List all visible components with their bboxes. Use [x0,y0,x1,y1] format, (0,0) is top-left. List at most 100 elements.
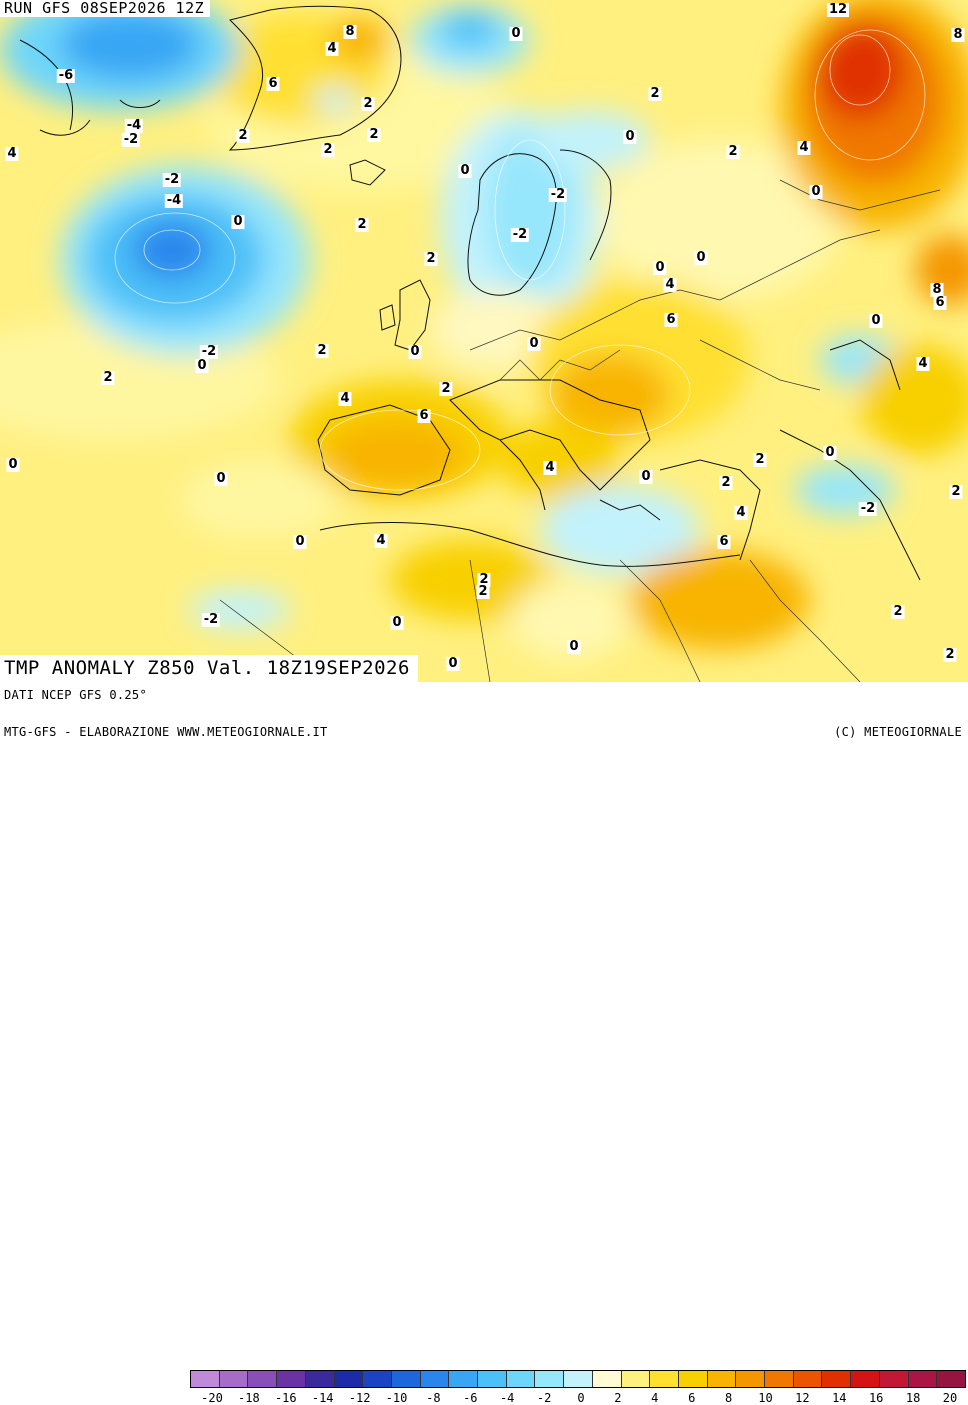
legend-panel: DATI NCEP GFS 0.25° -20 -18 -16 -14 -12 -10 -8… [0,682,968,1405]
color-scale-swatch [449,1371,479,1387]
color-scale-tick-label: -18 [238,1391,260,1405]
contour-label: 4 [543,460,557,475]
contour-label: 2 [355,217,369,232]
contour-label: -2 [510,227,530,242]
color-scale-swatch [793,1371,823,1387]
coastlines [19,5,921,581]
color-scale-swatch [822,1371,852,1387]
color-scale-tick-label: -8 [426,1391,441,1405]
color-scale-swatch [707,1371,737,1387]
credit-text: MTG-GFS - ELABORAZIONE WWW.METEOGIORNALE… [4,725,328,739]
contour-label: 0 [639,469,653,484]
contour-label: 6 [417,408,431,423]
color-scale-swatch [191,1371,220,1387]
contour-label: 2 [943,647,957,662]
color-scale-tick-label: -12 [348,1391,371,1405]
contour-label: -2 [121,132,141,147]
color-scale-tick-label: -6 [463,1391,478,1405]
color-scale-swatch [851,1371,880,1387]
contour-label: -2 [199,344,219,359]
contour-label: -6 [56,68,76,83]
color-scale-swatch [363,1371,392,1387]
contour-label: 2 [439,381,453,396]
contour-label: 0 [653,260,667,275]
contour-label: 8 [930,282,944,297]
color-scale-swatch [334,1371,364,1387]
contour-label: -2 [162,172,182,187]
contour-label: 0 [195,358,209,373]
color-scale-tick-label: 6 [688,1391,696,1405]
contour-label: 4 [663,277,677,292]
contour-label: 0 [623,129,637,144]
contour-label: -2 [548,187,568,202]
contour-label: 4 [338,391,352,406]
contour-label: 8 [951,27,965,42]
contour-label: 4 [916,356,930,371]
color-scale-tick-label: -4 [499,1391,515,1405]
contour-label: 2 [315,343,329,358]
color-scale-swatch [650,1371,679,1387]
contour-label: 2 [891,604,905,619]
color-scale-swatch [248,1371,278,1387]
contour-label: 4 [325,41,339,56]
color-scale-tick-label: -14 [311,1391,334,1405]
contour-label: -4 [124,118,144,133]
color-scale-swatch [621,1371,651,1387]
color-scale-swatch [305,1371,335,1387]
contour-label: -4 [164,193,184,208]
contour-label: 12 [826,2,850,17]
color-scale-tick-label: 12 [795,1391,810,1405]
contour-label: 0 [567,639,581,654]
color-scale-swatch [219,1371,249,1387]
contour-label: 0 [408,344,422,359]
contour-label: 0 [527,336,541,351]
contour-label: 2 [101,370,115,385]
contour-label: 2 [753,452,767,467]
contour-label: 6 [933,295,947,310]
contour-label: 2 [321,142,335,157]
color-scale-tick-label: 14 [832,1391,847,1405]
contour-label: 0 [458,163,472,178]
contour-label: 0 [694,250,708,265]
contour-label: 0 [509,26,523,41]
contour-label: 0 [6,457,20,472]
contour-label: 2 [367,127,381,142]
contour-label: -2 [201,612,221,627]
contour-label: 0 [231,214,245,229]
color-scale-tick-label: 0 [577,1391,585,1405]
contour-label: 2 [648,86,662,101]
color-scale-tick-label: -2 [536,1391,552,1405]
contour-label: 0 [446,656,460,671]
contour-label: 2 [236,128,250,143]
contour-label: 4 [734,505,748,520]
contour-label: 0 [823,445,837,460]
color-scale-swatch [420,1371,450,1387]
color-scale-tick-label: 2 [614,1391,622,1405]
color-scale-tick-label: 8 [724,1391,733,1405]
color-scale-swatch [277,1371,306,1387]
color-scale-swatch [564,1371,593,1387]
contour-label: 0 [869,313,883,328]
color-scale-swatch [478,1371,507,1387]
color-scale-swatch [535,1371,565,1387]
contour-label: 2 [477,572,491,587]
contour-label: 2 [424,251,438,266]
color-scale-swatch [908,1371,938,1387]
contour-label: 4 [5,146,19,161]
color-scale-swatch [592,1371,622,1387]
contour-label: 2 [476,584,490,599]
color-scale-swatch [937,1371,965,1387]
color-scale-swatch [391,1371,421,1387]
contour-label: 0 [390,615,404,630]
variable-title: TMP ANOMALY Z850 Val. 18Z19SEP2026 [0,655,418,682]
contour-label: 6 [266,76,280,91]
color-scale-swatch [765,1371,794,1387]
contour-label: 4 [797,140,811,155]
contour-label: 2 [719,475,733,490]
color-scale-tick-label: -20 [201,1391,223,1405]
contour-label: 2 [949,484,963,499]
contour-label: 0 [809,184,823,199]
data-source: DATI NCEP GFS 0.25° [4,688,147,702]
contour-label: 2 [726,144,740,159]
color-scale-tick-label: 4 [651,1391,659,1405]
